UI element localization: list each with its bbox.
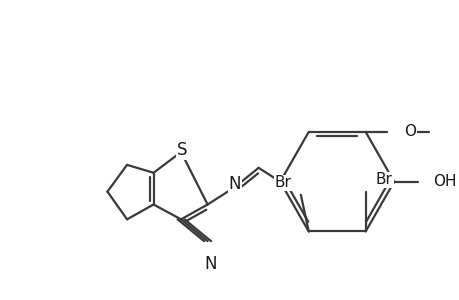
Text: Br: Br bbox=[274, 176, 291, 190]
Text: Br: Br bbox=[375, 172, 392, 188]
Text: O: O bbox=[403, 124, 415, 140]
Text: N: N bbox=[204, 255, 216, 273]
Text: S: S bbox=[176, 141, 187, 159]
Text: N: N bbox=[228, 175, 241, 193]
Text: OH: OH bbox=[432, 174, 456, 189]
